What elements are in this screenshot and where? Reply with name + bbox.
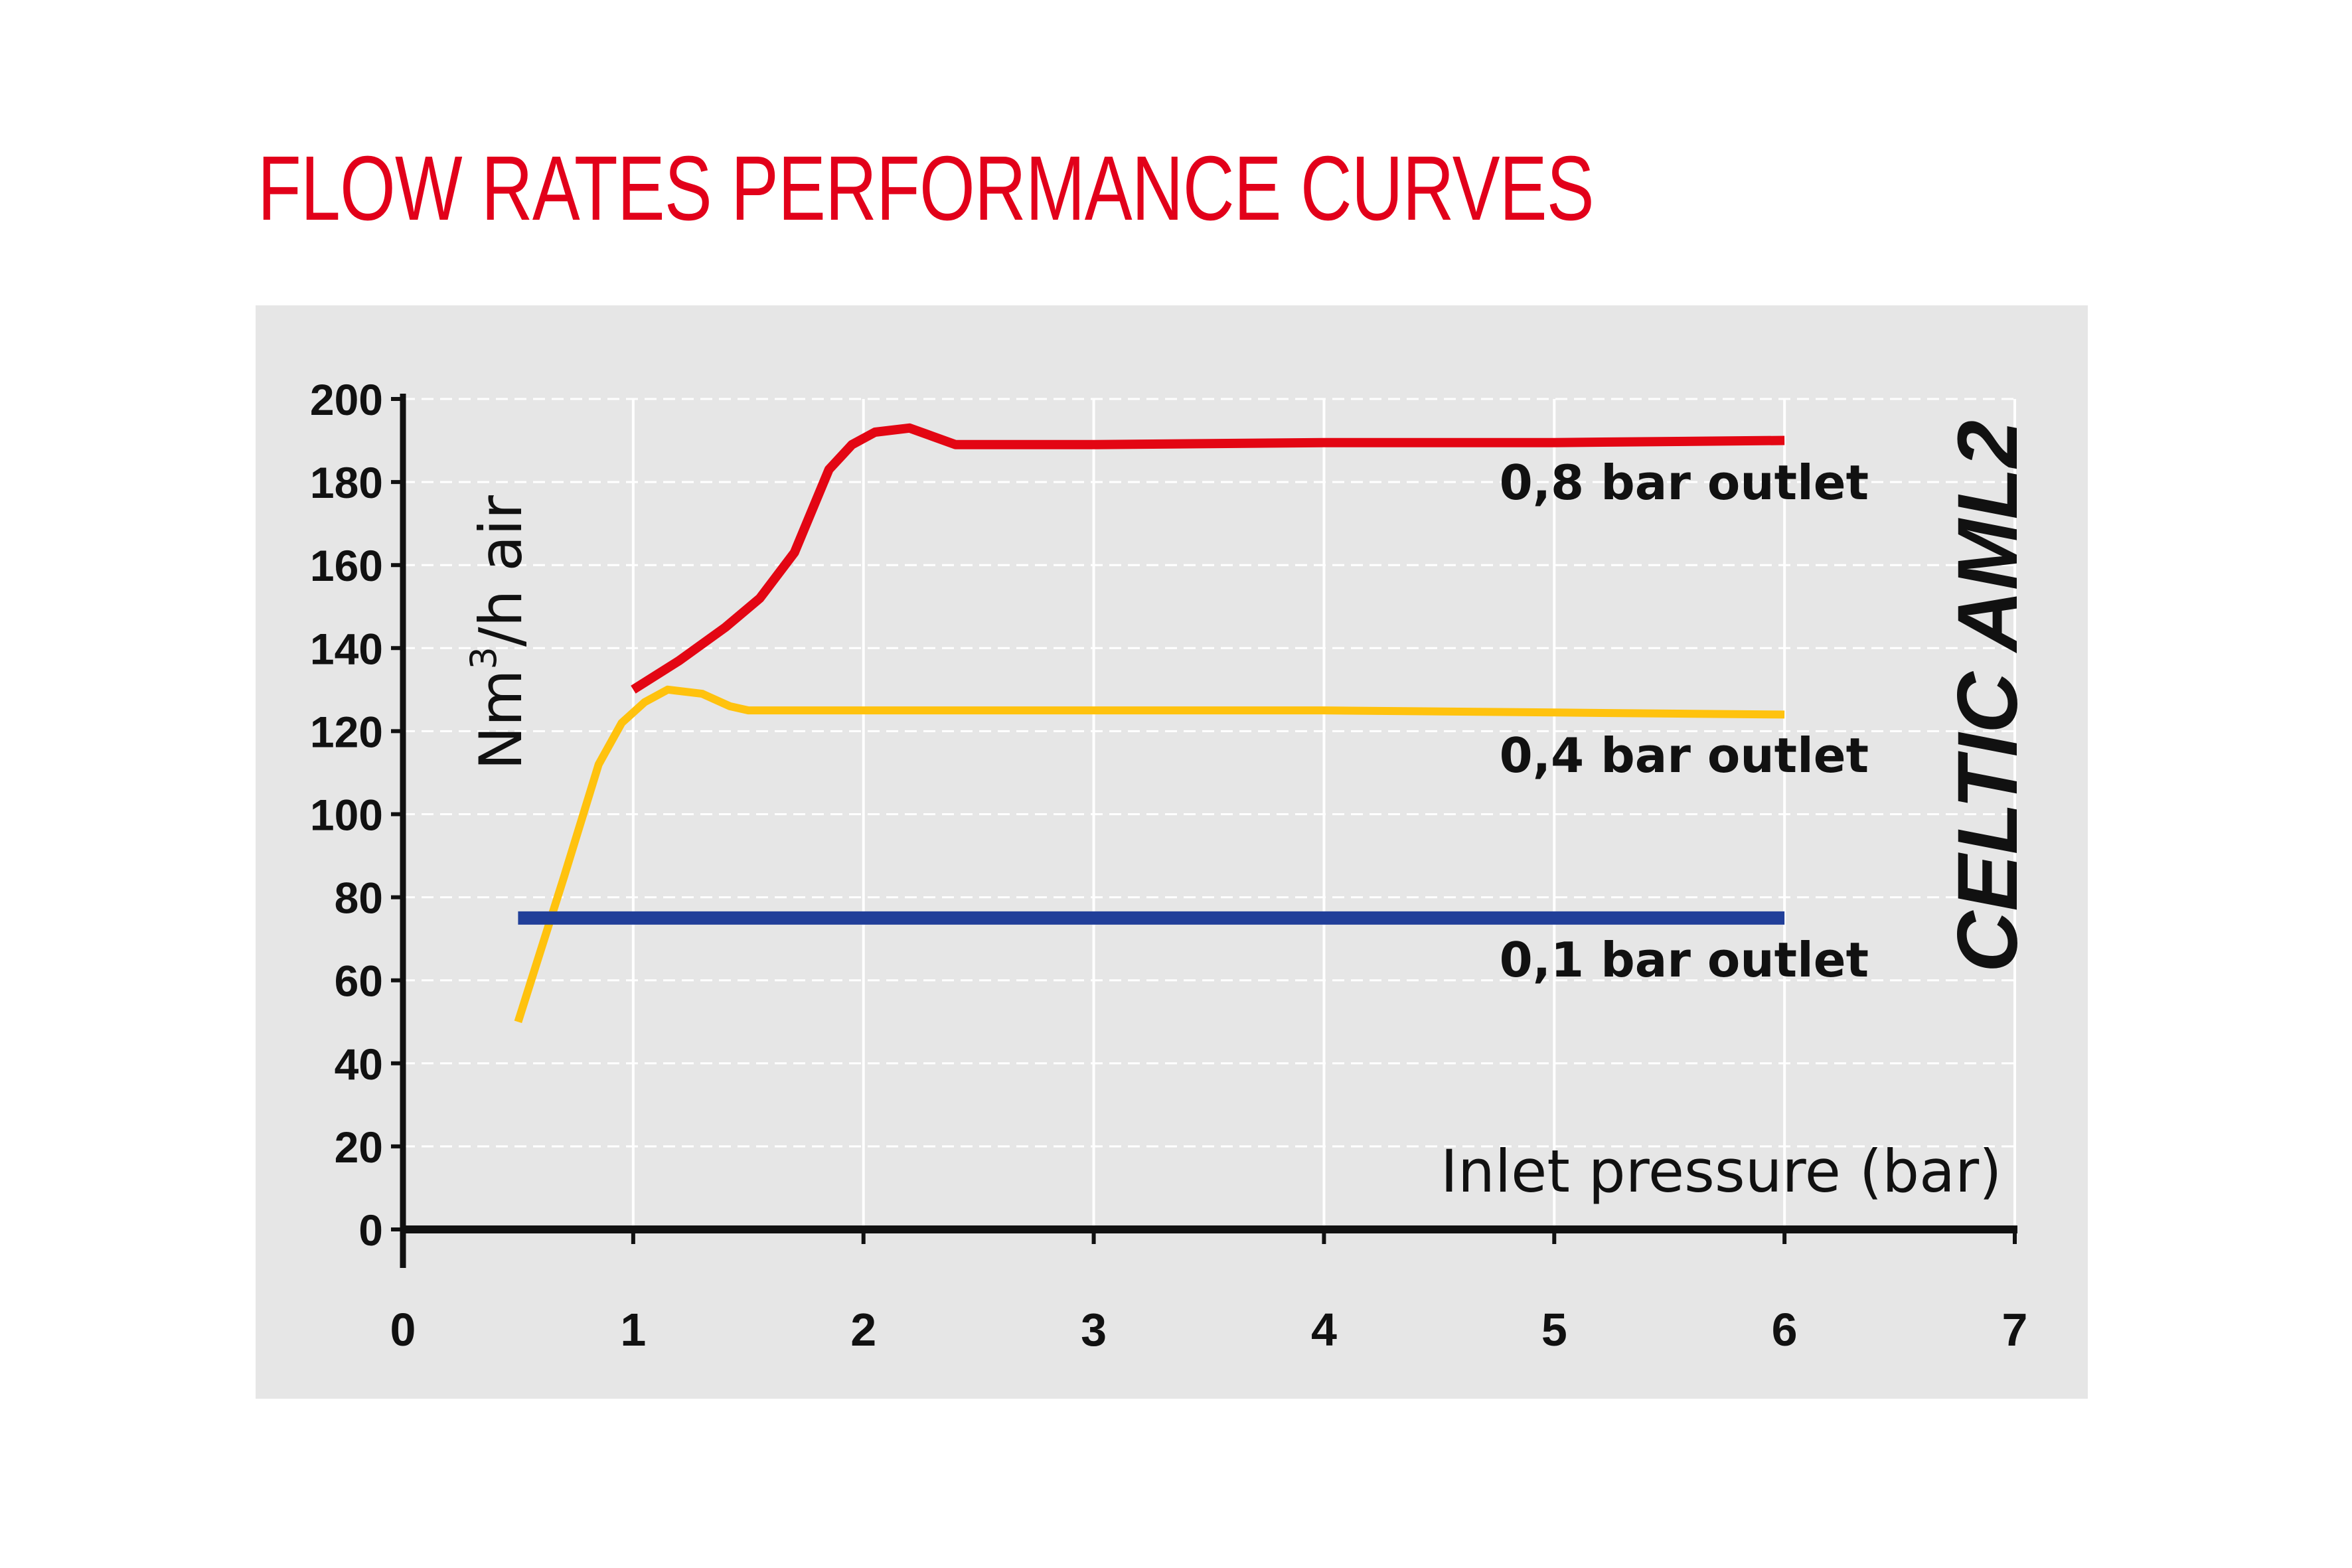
y-tick-label-20: 20	[335, 1123, 383, 1172]
y-axis-label-tail: /h air	[467, 495, 535, 647]
axes	[391, 394, 2017, 1268]
y-tick-label-120: 120	[310, 707, 383, 756]
y-tick-label-60: 60	[335, 957, 383, 1006]
x-tick-label-4: 4	[1311, 1304, 1337, 1356]
x-axis-label: Inlet pressure (bar)	[1441, 1137, 2002, 1206]
y-tick-label-0: 0	[358, 1206, 383, 1255]
y-tick-label-180: 180	[310, 458, 383, 507]
series-label-0-4-bar: 0,4 bar outlet	[1500, 728, 1869, 783]
x-tick-label-6: 6	[1772, 1304, 1798, 1356]
x-tick-label-2: 2	[850, 1304, 876, 1356]
series-line-0-8-bar	[631, 423, 1785, 694]
y-tick-label-80: 80	[335, 874, 383, 923]
page-title: FLOW RATES PERFORMANCE CURVES	[258, 137, 1595, 240]
series-lines	[514, 423, 1785, 1024]
chart-background	[256, 305, 2088, 1399]
x-tick-label-7: 7	[2002, 1304, 2028, 1356]
y-axis-label-superscript: 3	[463, 647, 505, 669]
y-tick-label-160: 160	[310, 541, 383, 590]
x-tick-label-1: 1	[620, 1304, 646, 1356]
model-label: CELTIC AML2	[1940, 420, 2035, 973]
series-line-0-4-bar	[514, 685, 1785, 1024]
grid-lines	[403, 398, 2016, 1229]
x-tick-label-0: 0	[390, 1304, 416, 1356]
series-label-0-8-bar: 0,8 bar outlet	[1500, 455, 1869, 510]
x-tick-label-5: 5	[1541, 1304, 1567, 1356]
y-axis-label-main: Nm	[467, 669, 535, 770]
y-tick-label-200: 200	[310, 375, 383, 424]
tick-labels: 0 20 40 60 80 100 120 140 160 180 200 0 1 2 3 4 5 6 7	[310, 375, 2028, 1356]
y-tick-label-100: 100	[310, 791, 383, 840]
y-axis-label: Nm3/h air	[463, 495, 535, 770]
y-tick-label-40: 40	[335, 1040, 383, 1089]
y-tick-label-140: 140	[310, 624, 383, 673]
series-labels: 0,8 bar outlet 0,4 bar outlet 0,1 bar outl…	[1500, 455, 1869, 988]
x-tick-label-3: 3	[1081, 1304, 1107, 1356]
series-label-0-1-bar: 0,1 bar outlet	[1500, 932, 1869, 988]
